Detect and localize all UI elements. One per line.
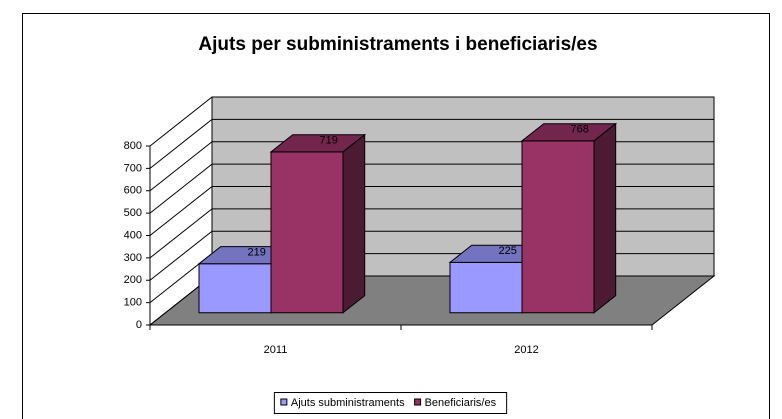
bar-side	[593, 122, 617, 314]
legend-label: Beneficiaris/es	[425, 397, 497, 409]
bar-front	[521, 140, 595, 314]
x-tick-label: 2011	[264, 344, 288, 356]
y-tick-label: 300	[124, 252, 142, 264]
grid-line	[149, 118, 213, 169]
grid-line	[149, 163, 213, 214]
grid-line	[149, 141, 213, 192]
y-tick-label: 500	[124, 207, 142, 219]
x-tick-label: 2012	[514, 344, 538, 356]
grid-line	[149, 96, 213, 147]
bar-front	[449, 261, 523, 314]
legend-swatch	[414, 398, 422, 406]
legend	[273, 392, 508, 414]
bar-front	[270, 151, 344, 314]
y-tick-label: 100	[124, 297, 142, 309]
y-tick-label: 400	[124, 229, 142, 241]
grid-line	[149, 208, 213, 259]
bar-side	[342, 133, 366, 314]
bar-front	[198, 263, 272, 314]
value-label: 768	[571, 124, 589, 136]
value-label: 719	[320, 135, 338, 147]
y-tick-label: 800	[124, 140, 142, 152]
value-label: 225	[499, 245, 517, 257]
y-tick-label: 0	[136, 319, 142, 331]
legend-label: Ajuts subministraments	[291, 397, 405, 409]
grid-line	[149, 230, 213, 281]
grid-line	[149, 186, 213, 236]
value-label: 219	[248, 247, 266, 259]
y-tick-label: 200	[124, 274, 142, 286]
y-tick-label: 600	[124, 185, 142, 197]
legend-swatch	[280, 398, 288, 406]
y-tick-label: 700	[124, 162, 142, 174]
chart-title: Ajuts per subministraments i beneficiari…	[198, 34, 597, 55]
